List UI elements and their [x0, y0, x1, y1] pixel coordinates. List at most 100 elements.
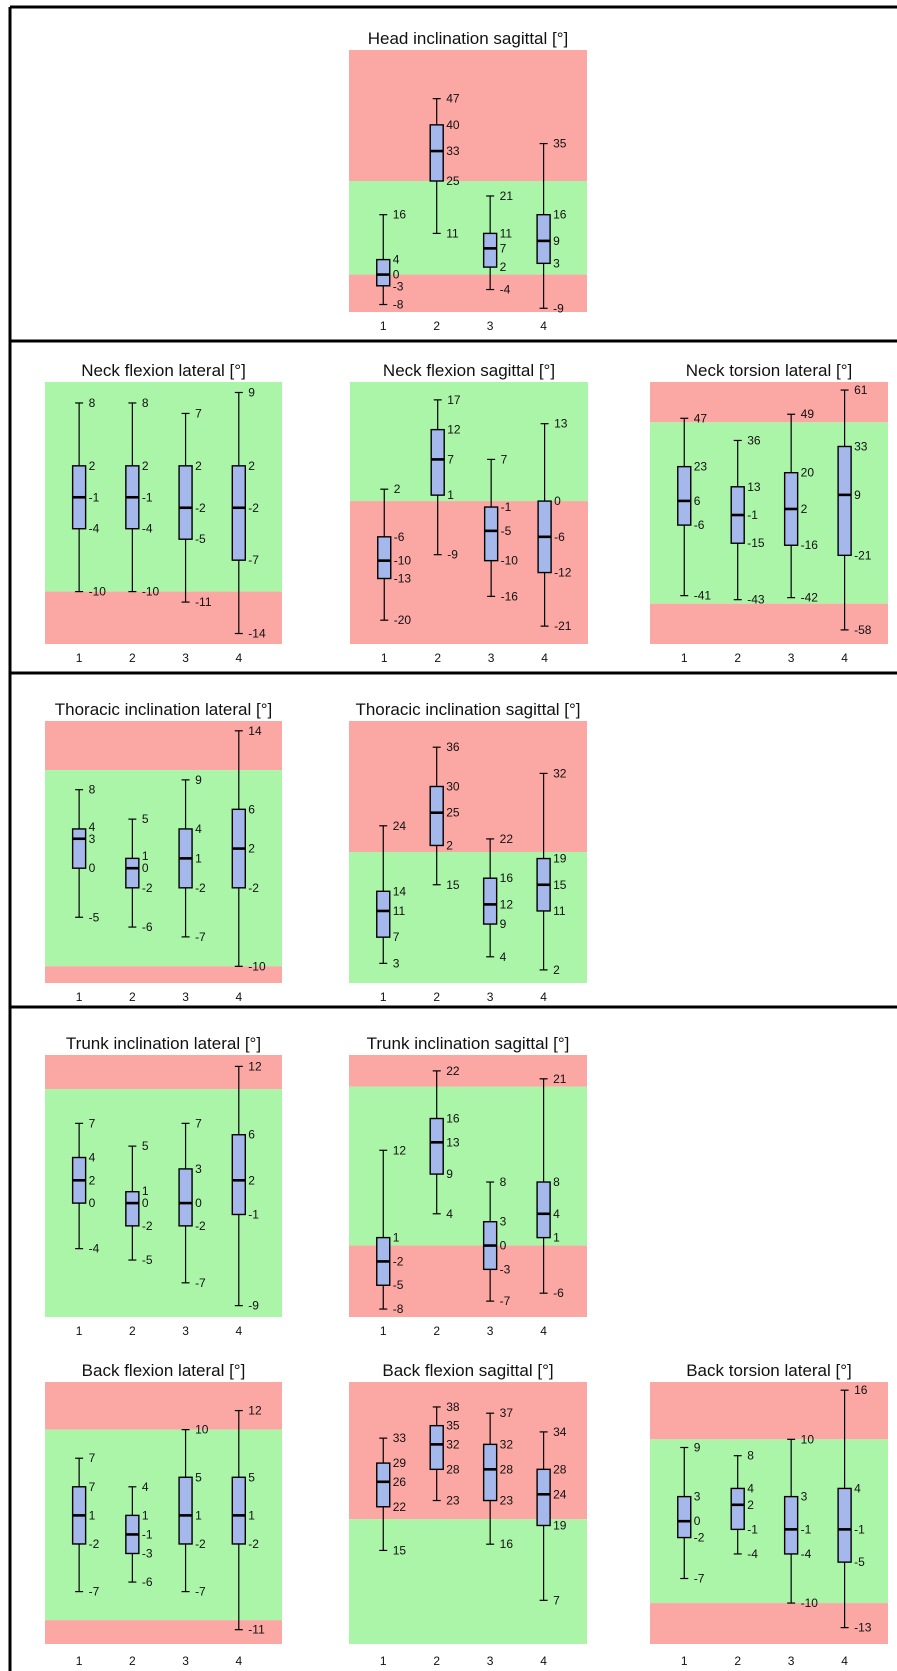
box-1: 47 23 6 -6 -41 — [677, 411, 711, 603]
x-tick-label: 1 — [380, 990, 387, 1004]
label-median: 3 — [89, 832, 96, 846]
label-q1: 1 — [553, 1231, 560, 1245]
label-min: 4 — [446, 1207, 453, 1221]
box-2: 38 35 32 28 23 — [429, 1400, 460, 1508]
zone-red — [349, 721, 587, 852]
label-q3: 3 — [694, 1490, 701, 1504]
label-median: 4 — [553, 1207, 560, 1221]
label-median: 2 — [801, 502, 808, 516]
x-tick-label: 1 — [380, 1654, 387, 1668]
box-3: 7 3 0 -2 -7 — [178, 1116, 206, 1290]
label-min: -4 — [500, 283, 511, 297]
label-median: -10 — [394, 554, 412, 568]
x-tick-label: 3 — [487, 1654, 494, 1668]
label-q3: 28 — [553, 1462, 567, 1476]
x-tick-label: 2 — [129, 1324, 136, 1338]
label-q3: 16 — [553, 208, 567, 222]
zone-red — [45, 721, 282, 771]
box-iqr — [483, 506, 499, 562]
x-tick-label: 2 — [433, 1324, 440, 1338]
box-1: 8 43 0 -5 — [71, 783, 100, 924]
label-max: 5 — [142, 1139, 149, 1153]
zone-red — [650, 1603, 888, 1644]
section-borders — [8, 5, 897, 1671]
label-min: -7 — [694, 1572, 705, 1586]
label-max: 47 — [446, 92, 460, 106]
label-q1: 9 — [446, 1167, 453, 1181]
label-q3: 4 — [89, 1151, 96, 1165]
label-min: 15 — [446, 878, 460, 892]
x-tick-label: 4 — [235, 1324, 242, 1338]
label-q1: -4 — [801, 1547, 812, 1561]
x-tick-label: 3 — [788, 1654, 795, 1668]
box-3: 22 16 12 9 4 — [482, 832, 514, 964]
label-median: 33 — [446, 144, 460, 158]
box-iqr — [837, 1487, 852, 1563]
label-q3: 2 — [248, 459, 255, 473]
box-3: 8 3 0 -3 -7 — [482, 1175, 511, 1308]
x-tick-label: 2 — [433, 319, 440, 333]
box-iqr — [231, 465, 247, 561]
label-max: 10 — [195, 1423, 209, 1437]
label-min: -6 — [142, 1575, 153, 1589]
label-median: 15 — [553, 878, 567, 892]
x-tick-label: 3 — [182, 1654, 189, 1668]
label-median: 25 — [446, 806, 460, 820]
label-median: 7 — [500, 241, 507, 255]
label-median: 0 — [142, 1196, 149, 1210]
zone-red — [650, 382, 888, 423]
box-3: 7 2 -2 -5 -11 — [178, 406, 212, 609]
label-max: 8 — [142, 396, 149, 410]
label-q1: -2 — [142, 1219, 153, 1233]
label-median: 2 — [248, 1173, 255, 1187]
label-max: 22 — [500, 832, 514, 846]
label-q1: -5 — [854, 1555, 865, 1569]
label-max: 10 — [801, 1432, 815, 1446]
box-1: 7 7 1 -2 -7 — [71, 1451, 100, 1599]
x-tick-label: 1 — [681, 1654, 688, 1668]
charts-layer: Head inclination sagittal [°]1640-3-8147… — [45, 29, 888, 1668]
label-max: 7 — [195, 406, 202, 420]
x-tick-label: 4 — [540, 1654, 547, 1668]
label-max: 12 — [248, 1404, 262, 1418]
label-min: 4 — [500, 950, 507, 964]
zone-red — [45, 966, 282, 983]
chart-2: Neck flexion lateral [°] 8 2 -1 -4 -10 1 8 2 -1 -4… — [45, 361, 282, 665]
box-1: 9 3 0 -2 -7 — [677, 1441, 705, 1586]
label-q1: -13 — [394, 572, 412, 586]
label-q3: 1 — [142, 1184, 149, 1198]
label-min: -13 — [854, 1621, 872, 1635]
label-q1: -6 — [694, 518, 705, 532]
box-iqr — [231, 1134, 247, 1216]
box-4: 61 33 9 -21 -58 — [837, 383, 872, 637]
label-q1: -2 — [248, 881, 259, 895]
box-iqr — [536, 213, 551, 265]
box-2: 8 4 2 -1 -4 — [730, 1449, 758, 1561]
label-max: 4 — [142, 1480, 149, 1494]
label-max: 8 — [89, 396, 96, 410]
box-4: 14 6 2 -2 -10 — [231, 724, 266, 973]
label-q1: 9 — [500, 917, 507, 931]
label-max: 24 — [393, 819, 407, 833]
label-q1: 28 — [446, 1462, 460, 1476]
label-max: 8 — [89, 783, 96, 797]
label-min: -9 — [447, 548, 458, 562]
label-q3: 16 — [446, 1112, 460, 1126]
zone-red — [45, 1382, 282, 1430]
label-q1: -1 — [248, 1207, 259, 1221]
box-2: 8 2 -1 -4 -10 — [125, 396, 160, 599]
label-median: 26 — [393, 1475, 407, 1489]
x-tick-label: 4 — [235, 1654, 242, 1668]
chart-title: Back torsion lateral [°] — [686, 1361, 852, 1380]
x-tick-label: 3 — [488, 651, 495, 665]
zone-green — [349, 1086, 587, 1246]
label-max: 7 — [195, 1116, 202, 1130]
label-min: -20 — [394, 613, 412, 627]
label-q1: -16 — [801, 538, 819, 552]
label-median: 12 — [500, 897, 514, 911]
label-median: -1 — [854, 1522, 865, 1536]
label-median: 0 — [500, 1239, 507, 1253]
box-iqr — [677, 465, 692, 526]
box-3: 10 5 1 -2 -7 — [178, 1423, 209, 1599]
label-q1: -3 — [393, 280, 404, 294]
